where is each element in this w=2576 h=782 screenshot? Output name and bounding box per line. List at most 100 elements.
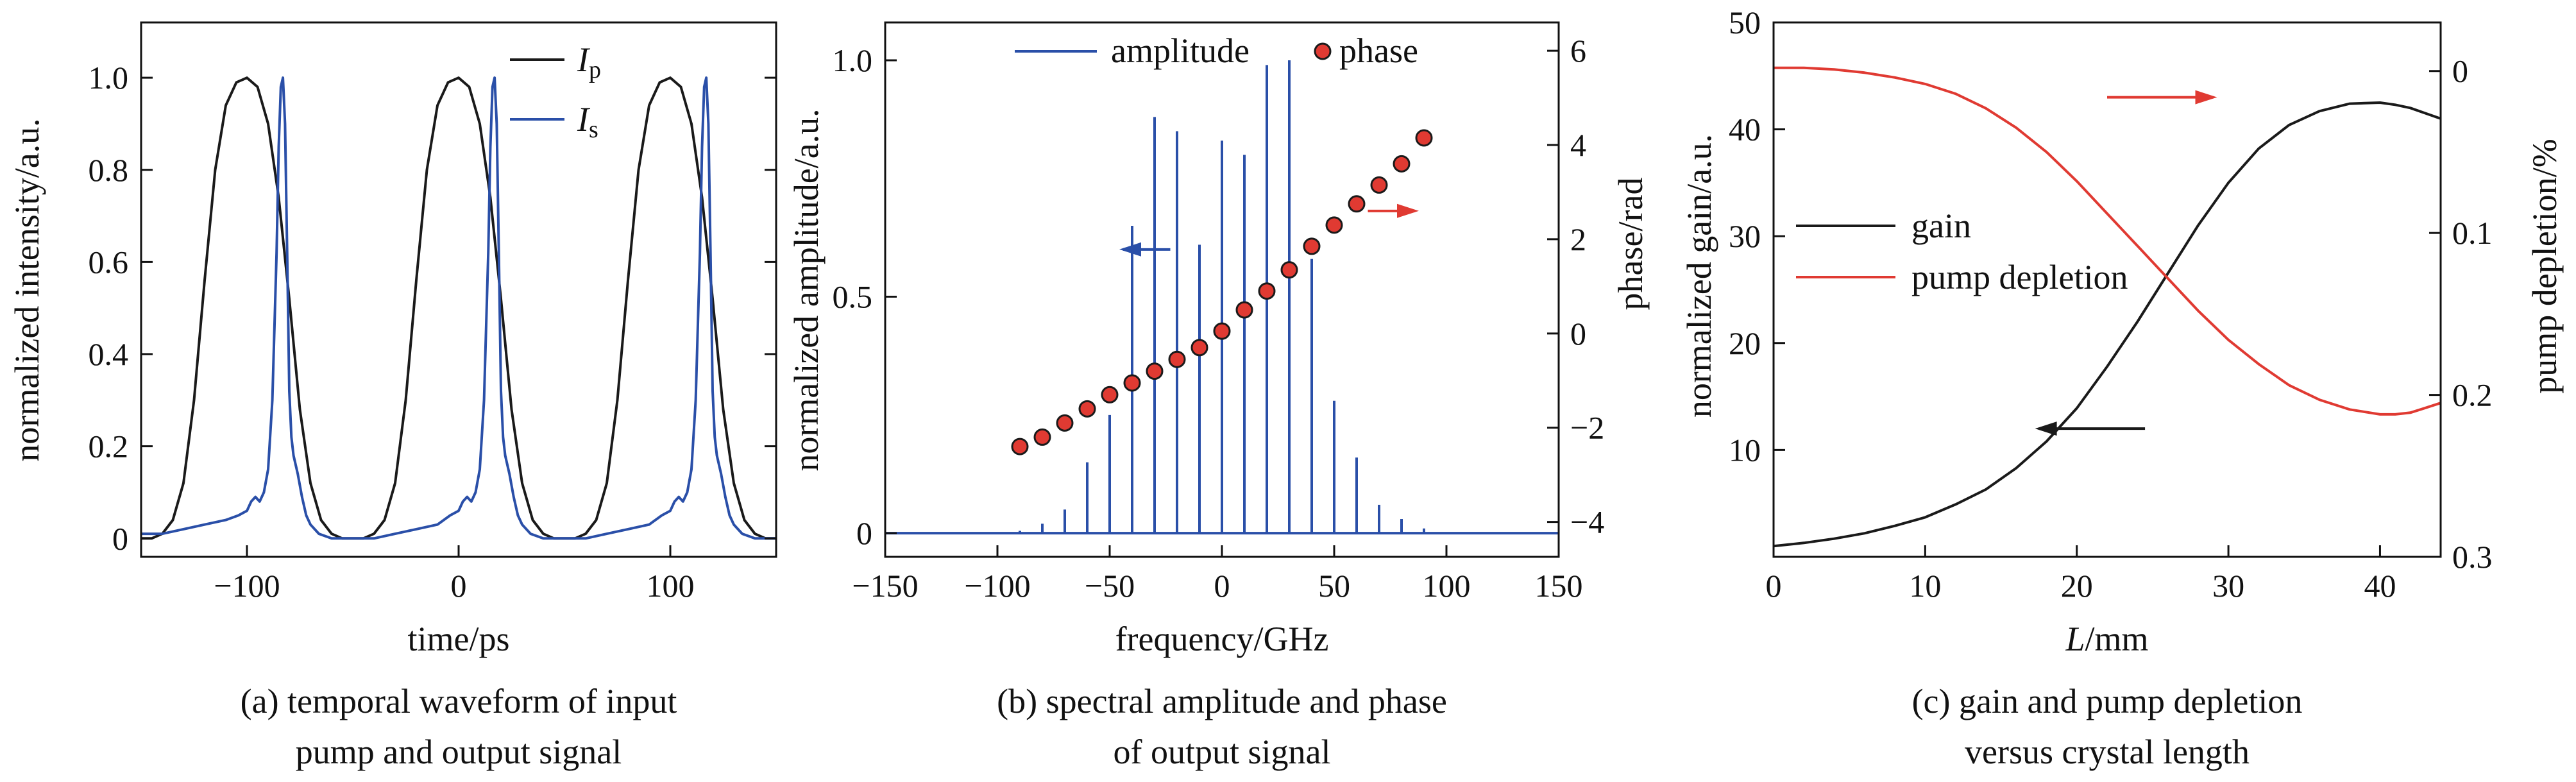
arrow-gain-head [2035,421,2057,436]
arrow-amplitude-head [1119,242,1141,257]
gain-line [1773,101,2441,548]
panel-c-xlabel: L/mm [2065,620,2148,658]
ip-line [141,76,776,540]
panel-b-xtick-label: −50 [1085,568,1135,604]
caption-b-line1: (b) spectral amplitude and phase [997,682,1447,720]
panel-b-y2tick-label: 4 [1570,127,1586,163]
phase-marker [1191,339,1208,357]
panel-a-ytick-label: 0.4 [89,336,129,372]
pump-depletion-line [1774,66,2441,416]
panel-c-legend: gain pump depletion [1796,207,2128,296]
phase-marker [1303,237,1321,255]
phase-marker [1101,386,1119,404]
panel-b-plot [885,60,1559,535]
panel-c-ylabel: normalized gain/a.u. [1680,134,1718,418]
panel-b-y2tick-label: −2 [1570,410,1604,446]
panel-a-ytick-label: 0.2 [89,429,129,464]
panel-c-y2label: pump depletion/% [2525,139,2564,393]
panel-c-xtick-label: 10 [1909,568,1941,604]
panel-c-frame [1772,21,2442,558]
panel-b-y2tick-label: 0 [1570,316,1586,352]
panel-b-xtick-label: 0 [1214,568,1230,604]
panel-b-ytick-label: 1.0 [833,42,873,78]
panel-c-y2tick-label: 0.2 [2452,377,2493,413]
legend-is-label: Is [577,100,598,143]
panel-b-y2tick-label: 6 [1570,33,1586,69]
panel-b-xtick-label: −150 [852,568,918,604]
panel-a-xtick-label: 100 [647,568,695,604]
is-line [141,76,776,540]
phase-marker [1123,374,1141,392]
phase-marker [1370,176,1388,194]
panel-a-xlabel: time/ps [408,620,510,658]
panel-b-xtick-label: 150 [1535,568,1583,604]
legend-depletion-label: pump depletion [1911,258,2128,296]
panel-b-ticks: −150 −100 −50 0 50 100 150 0 0.5 1.0 −4 −2 0 2 4 6 [833,33,1605,604]
panel-c-xtick-label: 40 [2364,568,2396,604]
panel-b-y2tick-label: 2 [1570,221,1586,257]
legend-phase-marker [1314,42,1332,60]
panel-c-xtick-label: 20 [2061,568,2093,604]
panel-b-xtick-label: 50 [1318,568,1350,604]
panel-a-ytick-label: 0.6 [89,244,129,280]
panel-a-plot [141,76,776,540]
phase-marker [1235,301,1253,319]
panel-a-xtick-label: 0 [451,568,467,604]
phase-marker [1325,216,1343,234]
caption-a-line2: pump and output signal [296,733,622,771]
phase-marker [1258,282,1276,300]
arrow-phase-head [1397,203,1419,218]
panel-c-y2tick-label: 0.1 [2452,215,2493,251]
arrow-depletion-head [2195,90,2217,105]
panel-a-ytick-label: 1.0 [89,60,129,96]
panel-c-y2tick-label: 0 [2452,53,2468,89]
panel-a-ylabel: normalized intensity/a.u. [8,118,46,461]
panel-b-y2tick-label: −4 [1570,504,1604,540]
panel-c-ytick-label: 20 [1729,325,1761,361]
panel-a: −100 0 100 0 0.2 0.4 0.6 0.8 1.0 time/ps normali… [8,21,777,658]
phase-marker [1213,322,1231,340]
phase-marker [1168,350,1186,368]
legend-gain-label: gain [1911,207,1971,245]
panel-c-ytick-label: 50 [1729,4,1761,40]
panel-b-xlabel: frequency/GHz [1115,620,1329,658]
phase-marker [1056,414,1074,432]
panel-a-legend: Ip Is [510,40,601,143]
legend-ip-label: Ip [577,40,601,83]
panel-a-xtick-label: −100 [214,568,280,604]
phase-marker [1078,400,1096,418]
phase-marker [1033,428,1051,446]
panel-c-y2tick-label: 0.3 [2452,539,2493,575]
panel-b-legend: amplitude phase [1015,31,1418,70]
panel-c-ytick-label: 10 [1729,432,1761,468]
legend-amplitude-label: amplitude [1111,31,1250,70]
panel-c-ticks: 0 10 20 30 40 10 20 30 40 50 0 0.1 0.2 0.3 [1729,4,2493,604]
panel-a-ytick-label: 0.8 [89,152,129,188]
panel-a-frame [140,21,777,558]
panel-a-ticks: −100 0 100 0 0.2 0.4 0.6 0.8 1.0 [89,60,776,604]
caption-a-line1: (a) temporal waveform of input [241,682,677,720]
phase-marker [1348,195,1366,213]
panel-b: −150 −100 −50 0 50 100 150 0 0.5 1.0 −4 −2 0 2 4 6 freq… [787,21,1650,658]
legend-phase-label: phase [1339,31,1418,70]
phase-marker [1011,438,1029,455]
panel-b-ytick-label: 0 [856,515,872,551]
panel-c-ytick-label: 40 [1729,112,1761,148]
caption-c-line1: (c) gain and pump depletion [1912,682,2303,720]
panel-c-xtick-label: 30 [2212,568,2244,604]
phase-marker [1393,155,1411,173]
caption-b-line2: of output signal [1114,733,1331,771]
panel-b-ylabel: normalized amplitude/a.u. [787,108,826,471]
phase-marker [1415,129,1433,147]
caption-c-line2: versus crystal length [1965,733,2250,771]
panel-c-ytick-label: 30 [1729,218,1761,254]
panel-c: 0 10 20 30 40 10 20 30 40 50 0 0.1 0.2 0.3 L/mm norma… [1680,4,2564,658]
panel-b-y2label: phase/rad [1611,178,1650,310]
panel-b-xtick-label: −100 [964,568,1030,604]
panel-b-xtick-label: 100 [1423,568,1471,604]
panel-a-ytick-label: 0 [112,520,128,556]
panel-c-plot [1773,66,2441,548]
panel-b-ytick-label: 0.5 [833,279,873,315]
phase-marker [1280,261,1298,279]
